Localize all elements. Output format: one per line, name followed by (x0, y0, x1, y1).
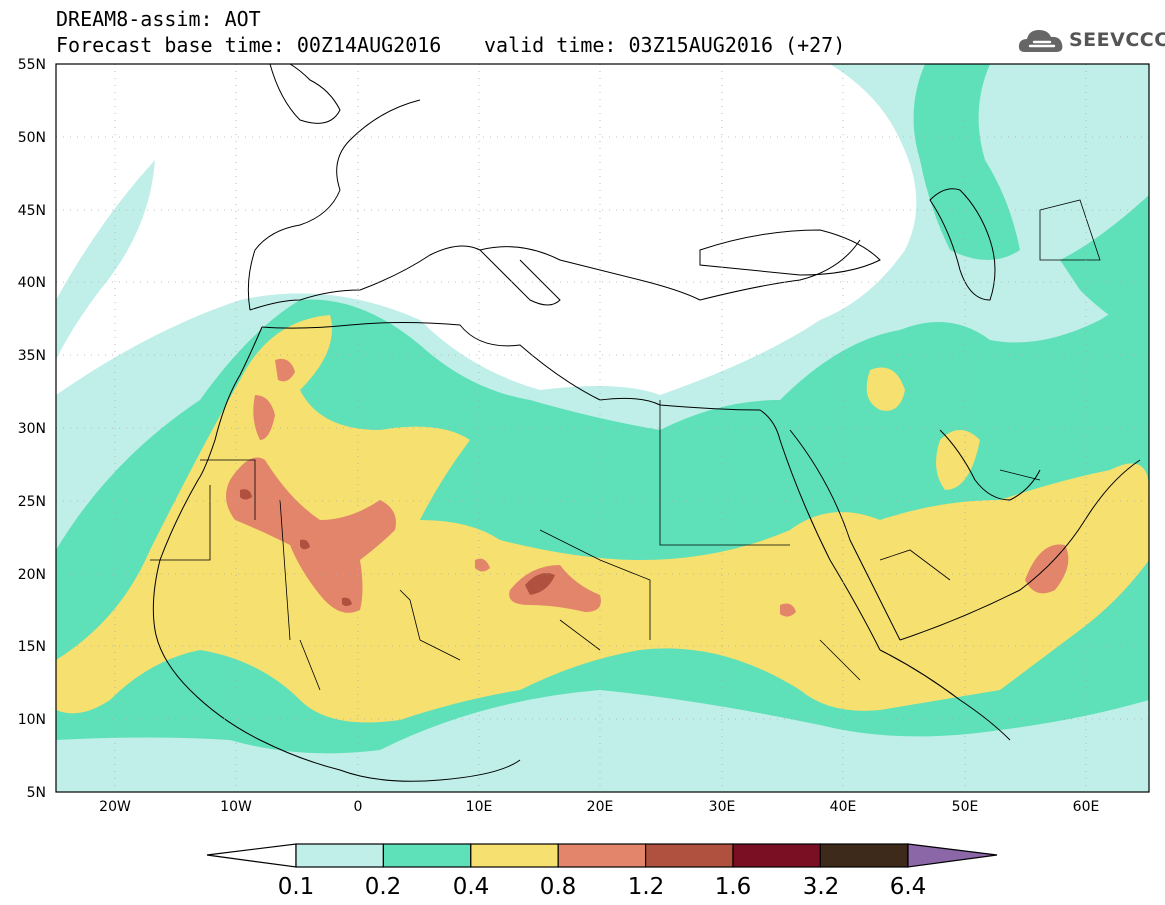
aot-band-0.8 (253, 395, 275, 440)
chart-title: DREAM8-assim: AOT (56, 7, 261, 31)
aot-band-0.8 (275, 358, 295, 382)
colorbar-label: 0.1 (278, 874, 315, 900)
coastline-europe-west (247, 99, 421, 311)
coastline-arabia (899, 459, 1141, 641)
colorbar-label: 0.2 (365, 874, 402, 900)
colorbar-labels: 0.1 0.2 0.4 0.8 1.2 1.6 3.2 6.4 (278, 874, 927, 900)
valid-time: valid time: 03Z15AUG2016 (+27) (484, 33, 846, 57)
aot-band-0.8 (509, 565, 601, 612)
lon-tick-label: 10E (466, 799, 493, 815)
lon-tick-label: 40E (830, 799, 857, 815)
colorbar-label: 0.4 (453, 874, 490, 900)
cloud-icon (1018, 30, 1063, 52)
lat-tick-label: 55N (18, 57, 46, 73)
logo-text: SEEVCCC (1069, 29, 1165, 51)
coastlines (150, 64, 1141, 782)
aot-band-0.4 (936, 430, 980, 490)
colorbar-swatch (470, 843, 559, 868)
colorbar-label: 6.4 (890, 874, 927, 900)
lon-tick-label: 0 (354, 799, 363, 815)
coastline-gulf (939, 429, 1041, 501)
aot-band-0.2 (1060, 195, 1149, 340)
coastline-mediterranean-south (261, 322, 781, 441)
coastline-caspian (929, 188, 996, 301)
aot-map: 55N 50N 45N 40N 35N 30N 25N 20N 15N 10N … (18, 57, 1150, 815)
colorbar-swatch (295, 843, 385, 868)
aot-colorbar: 0.1 0.2 0.4 0.8 1.2 1.6 3.2 6.4 (206, 843, 998, 900)
colorbar-max-arrow (907, 843, 998, 868)
coastline-horn (879, 649, 1011, 741)
colorbar-label: 0.8 (540, 874, 577, 900)
border-lines (150, 199, 1101, 691)
seevccc-logo: SEEVCCC (1017, 24, 1165, 58)
aot-band-0.8 (780, 603, 796, 617)
aot-band-1.2 (300, 539, 310, 550)
aot-band-0.8 (226, 457, 396, 613)
lat-tick-label: 25N (18, 494, 46, 510)
lat-tick-label: 50N (18, 130, 46, 146)
coastline-italy (479, 249, 561, 306)
colorbar-swatch (557, 843, 647, 868)
lon-tick-label: 20W (99, 799, 131, 815)
colorbar-label: 1.2 (628, 874, 665, 900)
colorbar-swatch (644, 843, 734, 868)
aot-band-0.4 (56, 315, 1149, 723)
lat-tick-label: 35N (18, 348, 46, 364)
colorbar-swatch (732, 843, 822, 868)
colorbar-label: 1.6 (715, 874, 752, 900)
colorbar-label: 3.2 (803, 874, 840, 900)
lat-axis: 55N 50N 45N 40N 35N 30N 25N 20N 15N 10N … (18, 57, 46, 801)
lat-tick-label: 15N (18, 639, 46, 655)
aot-band-1.2 (240, 489, 252, 500)
lon-axis: 20W 10W 0 10E 20E 30E 40E 50E 60E (99, 799, 1099, 815)
aot-band-0.4 (866, 367, 905, 411)
lon-tick-label: 10W (220, 799, 252, 815)
base-time: Forecast base time: 00Z14AUG2016 (56, 33, 442, 57)
coastline-britain (269, 64, 341, 124)
colorbar-swatch (382, 843, 472, 868)
coastline-red-sea (779, 429, 901, 651)
coastline-black-sea (699, 229, 881, 276)
lat-tick-label: 20N (18, 567, 46, 583)
coastline-west-africa (152, 326, 521, 782)
forecast-times: Forecast base time: 00Z14AUG2016 valid ti… (56, 33, 845, 57)
lon-tick-label: 50E (952, 799, 979, 815)
lat-tick-label: 10N (18, 712, 46, 728)
lat-tick-label: 40N (18, 275, 46, 291)
aot-band-1.2 (525, 572, 555, 595)
lat-tick-label: 5N (27, 785, 46, 801)
lon-tick-label: 20E (587, 799, 614, 815)
lon-tick-label: 60E (1073, 799, 1100, 815)
aot-band-0.2 (913, 64, 1020, 260)
graticule (56, 64, 1149, 792)
plot-frame (55, 63, 1150, 793)
colorbar-swatch (819, 843, 909, 868)
aot-band-0.1 (56, 160, 155, 360)
coastline-europe-south (249, 239, 861, 311)
lat-tick-label: 45N (18, 203, 46, 219)
lon-tick-label: 30E (709, 799, 736, 815)
aot-band-1.2 (342, 597, 352, 606)
colorbar-min-arrow (206, 843, 297, 868)
lat-tick-label: 30N (18, 421, 46, 437)
